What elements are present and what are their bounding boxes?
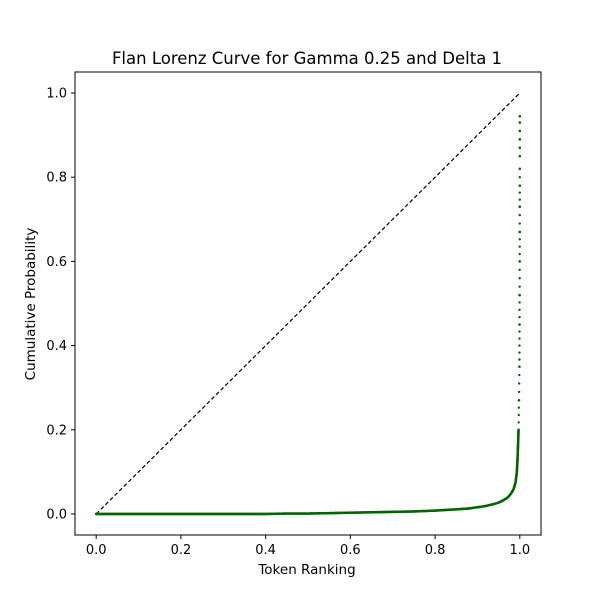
curve-marker bbox=[518, 238, 521, 241]
x-axis-label: Token Ranking bbox=[257, 562, 355, 578]
y-axis: 0.0 0.2 0.4 0.6 0.8 1.0 bbox=[46, 87, 75, 522]
curve-marker bbox=[518, 277, 521, 280]
y-tick-label: 0.0 bbox=[46, 507, 67, 522]
curve-marker bbox=[518, 330, 521, 333]
data-point bbox=[518, 167, 522, 171]
y-tick-label: 0.8 bbox=[46, 171, 67, 186]
data-point bbox=[518, 121, 522, 124]
data-point bbox=[518, 138, 522, 141]
data-point bbox=[518, 293, 521, 297]
curve-marker bbox=[518, 373, 521, 377]
y-axis-label: Cumulative Probability bbox=[23, 228, 39, 381]
plot-frame bbox=[74, 71, 542, 536]
x-tick-label: 0.0 bbox=[86, 543, 107, 558]
data-point bbox=[518, 146, 522, 150]
data-point bbox=[518, 323, 521, 326]
curve-marker bbox=[518, 198, 521, 201]
curve-marker bbox=[518, 213, 521, 217]
data-point bbox=[518, 205, 522, 208]
curve-marker bbox=[518, 176, 522, 179]
curve-marker bbox=[518, 268, 521, 272]
curve-marker bbox=[517, 421, 520, 424]
data-point bbox=[518, 129, 522, 133]
curve-marker bbox=[518, 358, 521, 361]
x-tick-label: 0.2 bbox=[171, 543, 192, 558]
curve-marker bbox=[517, 406, 521, 409]
curve-marker bbox=[518, 301, 521, 304]
data-point bbox=[518, 230, 522, 234]
curve-marker bbox=[518, 315, 521, 319]
curve-marker bbox=[517, 390, 521, 394]
curve-marker bbox=[518, 285, 521, 288]
y-tick-label: 0.4 bbox=[46, 339, 67, 354]
x-tick-label: 0.8 bbox=[425, 543, 446, 558]
data-point bbox=[518, 154, 522, 158]
y-tick-label: 0.2 bbox=[46, 423, 67, 438]
curve-marker bbox=[517, 413, 520, 417]
curve-marker bbox=[517, 382, 521, 385]
x-axis: 0.0 0.2 0.4 0.6 0.8 1.0 bbox=[86, 535, 530, 558]
curve-marker bbox=[518, 222, 521, 225]
data-point bbox=[518, 184, 522, 187]
data-point bbox=[517, 428, 520, 432]
data-point bbox=[518, 365, 521, 368]
y-tick-label: 1.0 bbox=[46, 87, 67, 102]
x-tick-label: 0.4 bbox=[255, 543, 276, 558]
data-point bbox=[518, 114, 522, 118]
curve-marker bbox=[518, 344, 521, 347]
curve-marker bbox=[518, 337, 521, 340]
y-tick-label: 0.6 bbox=[46, 255, 67, 270]
x-tick-label: 0.6 bbox=[340, 543, 361, 558]
chart-title: Flan Lorenz Curve for Gamma 0.25 and Del… bbox=[112, 49, 502, 68]
lorenz-points bbox=[94, 114, 522, 516]
x-tick-label: 1.0 bbox=[509, 543, 530, 558]
data-point bbox=[517, 399, 521, 402]
equality-reference-line bbox=[95, 92, 521, 515]
curve-marker bbox=[518, 245, 521, 248]
data-point bbox=[518, 260, 521, 263]
curve-marker bbox=[518, 252, 521, 256]
curve-marker bbox=[518, 191, 522, 194]
curve-marker bbox=[518, 308, 521, 312]
curve-marker bbox=[518, 351, 521, 354]
